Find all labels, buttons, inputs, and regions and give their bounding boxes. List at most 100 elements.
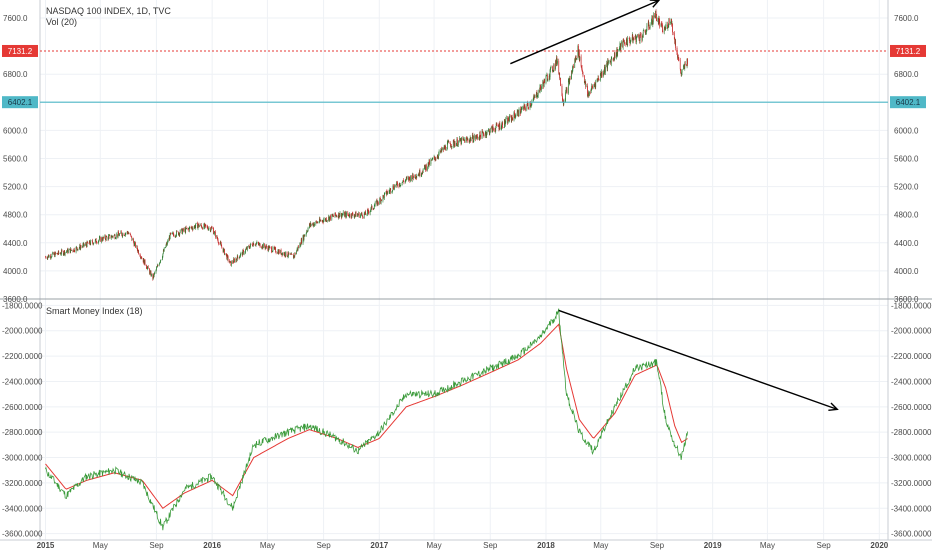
- smi-ytick-label-left: -3000.0000: [2, 454, 43, 463]
- price-candle-body: [114, 234, 116, 239]
- price-ytick-label-left: 6800.0: [3, 70, 28, 79]
- price-candle-body: [446, 143, 448, 150]
- price-candle-body: [646, 30, 647, 32]
- price-candle-body: [224, 249, 225, 255]
- price-candle-body: [536, 96, 538, 98]
- price-candle-body: [109, 234, 111, 239]
- price-candle-body: [584, 81, 586, 84]
- price-candle-body: [60, 254, 62, 255]
- price-candle-body: [135, 242, 136, 248]
- smi-pane[interactable]: [45, 308, 688, 531]
- xtick-label: 2015: [37, 541, 55, 550]
- price-candle-body: [661, 23, 662, 25]
- price-candle-body: [213, 233, 215, 235]
- price-candle-body: [558, 72, 560, 74]
- price-candle-body: [468, 140, 470, 142]
- price-candle-body: [130, 234, 132, 237]
- price-candle-body: [412, 173, 413, 179]
- price-candle-body: [230, 261, 232, 266]
- xtick-label: 2016: [203, 541, 221, 550]
- price-candle-body: [134, 242, 135, 246]
- price-candle-body: [226, 254, 228, 260]
- price-candle-body: [465, 138, 467, 143]
- price-candle-body: [479, 131, 481, 136]
- price-candle-body: [92, 242, 94, 245]
- price-candle-body: [181, 228, 183, 234]
- price-ytick-label-right: 4400.0: [894, 239, 919, 248]
- price-candle-body: [585, 81, 587, 87]
- y-axis-ticks: 7600.07600.06800.06800.06400.06400.06000…: [2, 14, 932, 539]
- price-candle-body: [502, 122, 503, 128]
- price-candle-body: [47, 256, 49, 259]
- price-candle-body: [278, 250, 280, 254]
- price-candle-body: [639, 40, 640, 41]
- price-candle-body: [516, 111, 518, 116]
- price-candle-body: [345, 212, 346, 214]
- price-candle-body: [146, 267, 148, 270]
- price-candle-body: [504, 119, 505, 128]
- price-candle-body: [638, 34, 640, 37]
- price-candle-body: [544, 79, 545, 84]
- price-uptrend-arrow[interactable]: [510, 0, 660, 65]
- price-candle-body: [273, 246, 275, 249]
- price-candle-body: [160, 259, 161, 262]
- xtick-label: May: [93, 541, 108, 550]
- price-candle-body: [239, 256, 241, 257]
- price-candle-body: [111, 235, 113, 238]
- price-candle-body: [580, 56, 582, 67]
- price-candle-body: [101, 237, 102, 242]
- price-pane[interactable]: [45, 9, 688, 281]
- price-candle-body: [325, 218, 327, 222]
- smi-ytick-label-left: -2400.0000: [2, 377, 43, 386]
- price-candle-body: [83, 242, 85, 246]
- price-candle-body: [610, 59, 612, 65]
- price-candle-body: [277, 252, 278, 254]
- price-candle-body: [280, 250, 282, 254]
- price-candle-body: [629, 37, 630, 42]
- price-candle-body: [470, 137, 471, 141]
- price-candle-body: [430, 159, 432, 165]
- price-candle-body: [136, 246, 138, 250]
- price-candle-body: [428, 162, 429, 166]
- price-candle-body: [382, 195, 384, 201]
- price-candle-body: [569, 78, 571, 80]
- price-candle-body: [626, 39, 628, 45]
- price-candle-body: [172, 232, 173, 234]
- price-candle-body: [112, 235, 114, 238]
- price-candle-body: [601, 71, 603, 76]
- price-candle-body: [262, 244, 263, 248]
- smi-downtrend-arrow[interactable]: [558, 309, 838, 411]
- price-candle-body: [658, 18, 660, 24]
- price-candle-body: [123, 233, 125, 236]
- price-candle-body: [607, 60, 609, 63]
- price-candle-body: [268, 246, 270, 250]
- smi-ytick-label-left: -3600.0000: [2, 530, 43, 539]
- price-candle-body: [418, 173, 420, 176]
- price-candle-body: [394, 185, 395, 190]
- price-candle-body: [588, 92, 590, 96]
- price-candle-body: [665, 26, 666, 30]
- price-candle-body: [220, 242, 222, 244]
- price-candle-body: [594, 84, 595, 86]
- price-candle-body: [457, 144, 459, 146]
- price-candle-body: [530, 103, 531, 107]
- price-candle-body: [189, 227, 191, 228]
- price-candle-body: [558, 60, 560, 74]
- price-candle-body: [436, 156, 438, 159]
- price-candle-body: [296, 250, 297, 255]
- smi-ytick-label-right: -3200.0000: [891, 479, 932, 488]
- price-candle-body: [227, 255, 229, 257]
- price-candle-body: [575, 55, 577, 60]
- price-candle-body: [128, 233, 129, 234]
- price-candle-body: [547, 79, 549, 81]
- price-candle-body: [158, 264, 160, 266]
- price-candle-body: [515, 115, 517, 117]
- price-candle-body: [360, 214, 361, 218]
- price-candle-body: [133, 242, 135, 246]
- price-candle-body: [303, 235, 305, 240]
- price-candle-body: [646, 25, 648, 31]
- price-candle-body: [531, 101, 533, 105]
- price-candle-body: [475, 137, 477, 139]
- price-candle-body: [147, 266, 149, 269]
